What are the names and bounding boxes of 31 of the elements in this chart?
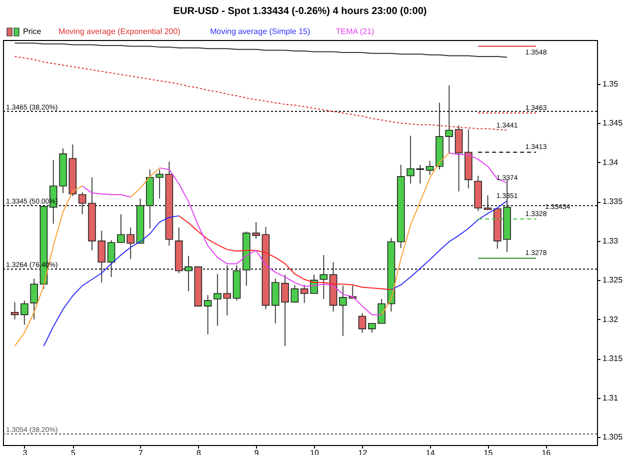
candlestick [484,194,492,210]
candlestick [107,240,116,278]
candlestick [78,192,86,215]
y-tick-label: 1.335 [602,197,624,206]
candlestick [358,312,366,334]
candlestick [300,284,308,304]
line-series [14,42,508,58]
text: Moving average (Simple 15) [210,27,310,36]
chart-title: EUR-USD - Spot 1.33434 (-0.26%) 4 hours 23:00 (0:00) [173,6,427,17]
y-tick-label: 1.34 [602,158,619,167]
candlestick [10,302,19,320]
text: Moving average (Exponential 200) [58,27,181,36]
y-tick-label: 1.33 [602,236,619,246]
candlestick [406,135,414,184]
candlestick [20,300,28,326]
candlestick [426,160,434,176]
candlestick [416,164,424,184]
candlestick [320,254,328,300]
candlestick [290,284,299,304]
y-tick-label: 1.315 [602,354,624,364]
y-tick-label: 1.35 [602,79,619,88]
y-tick-label: 1.32 [602,314,619,324]
y-tick-label: 1.325 [602,276,624,285]
candlestick [204,294,212,335]
y-tick-label: 1.31 [602,393,619,402]
y-tick-label: 1.345 [602,118,624,128]
legend-label: Price [23,27,42,36]
text: TEMA (21) [336,27,374,36]
candlestick [30,278,38,320]
y-tick-label: 1.305 [602,432,624,442]
candlestick [454,125,463,192]
